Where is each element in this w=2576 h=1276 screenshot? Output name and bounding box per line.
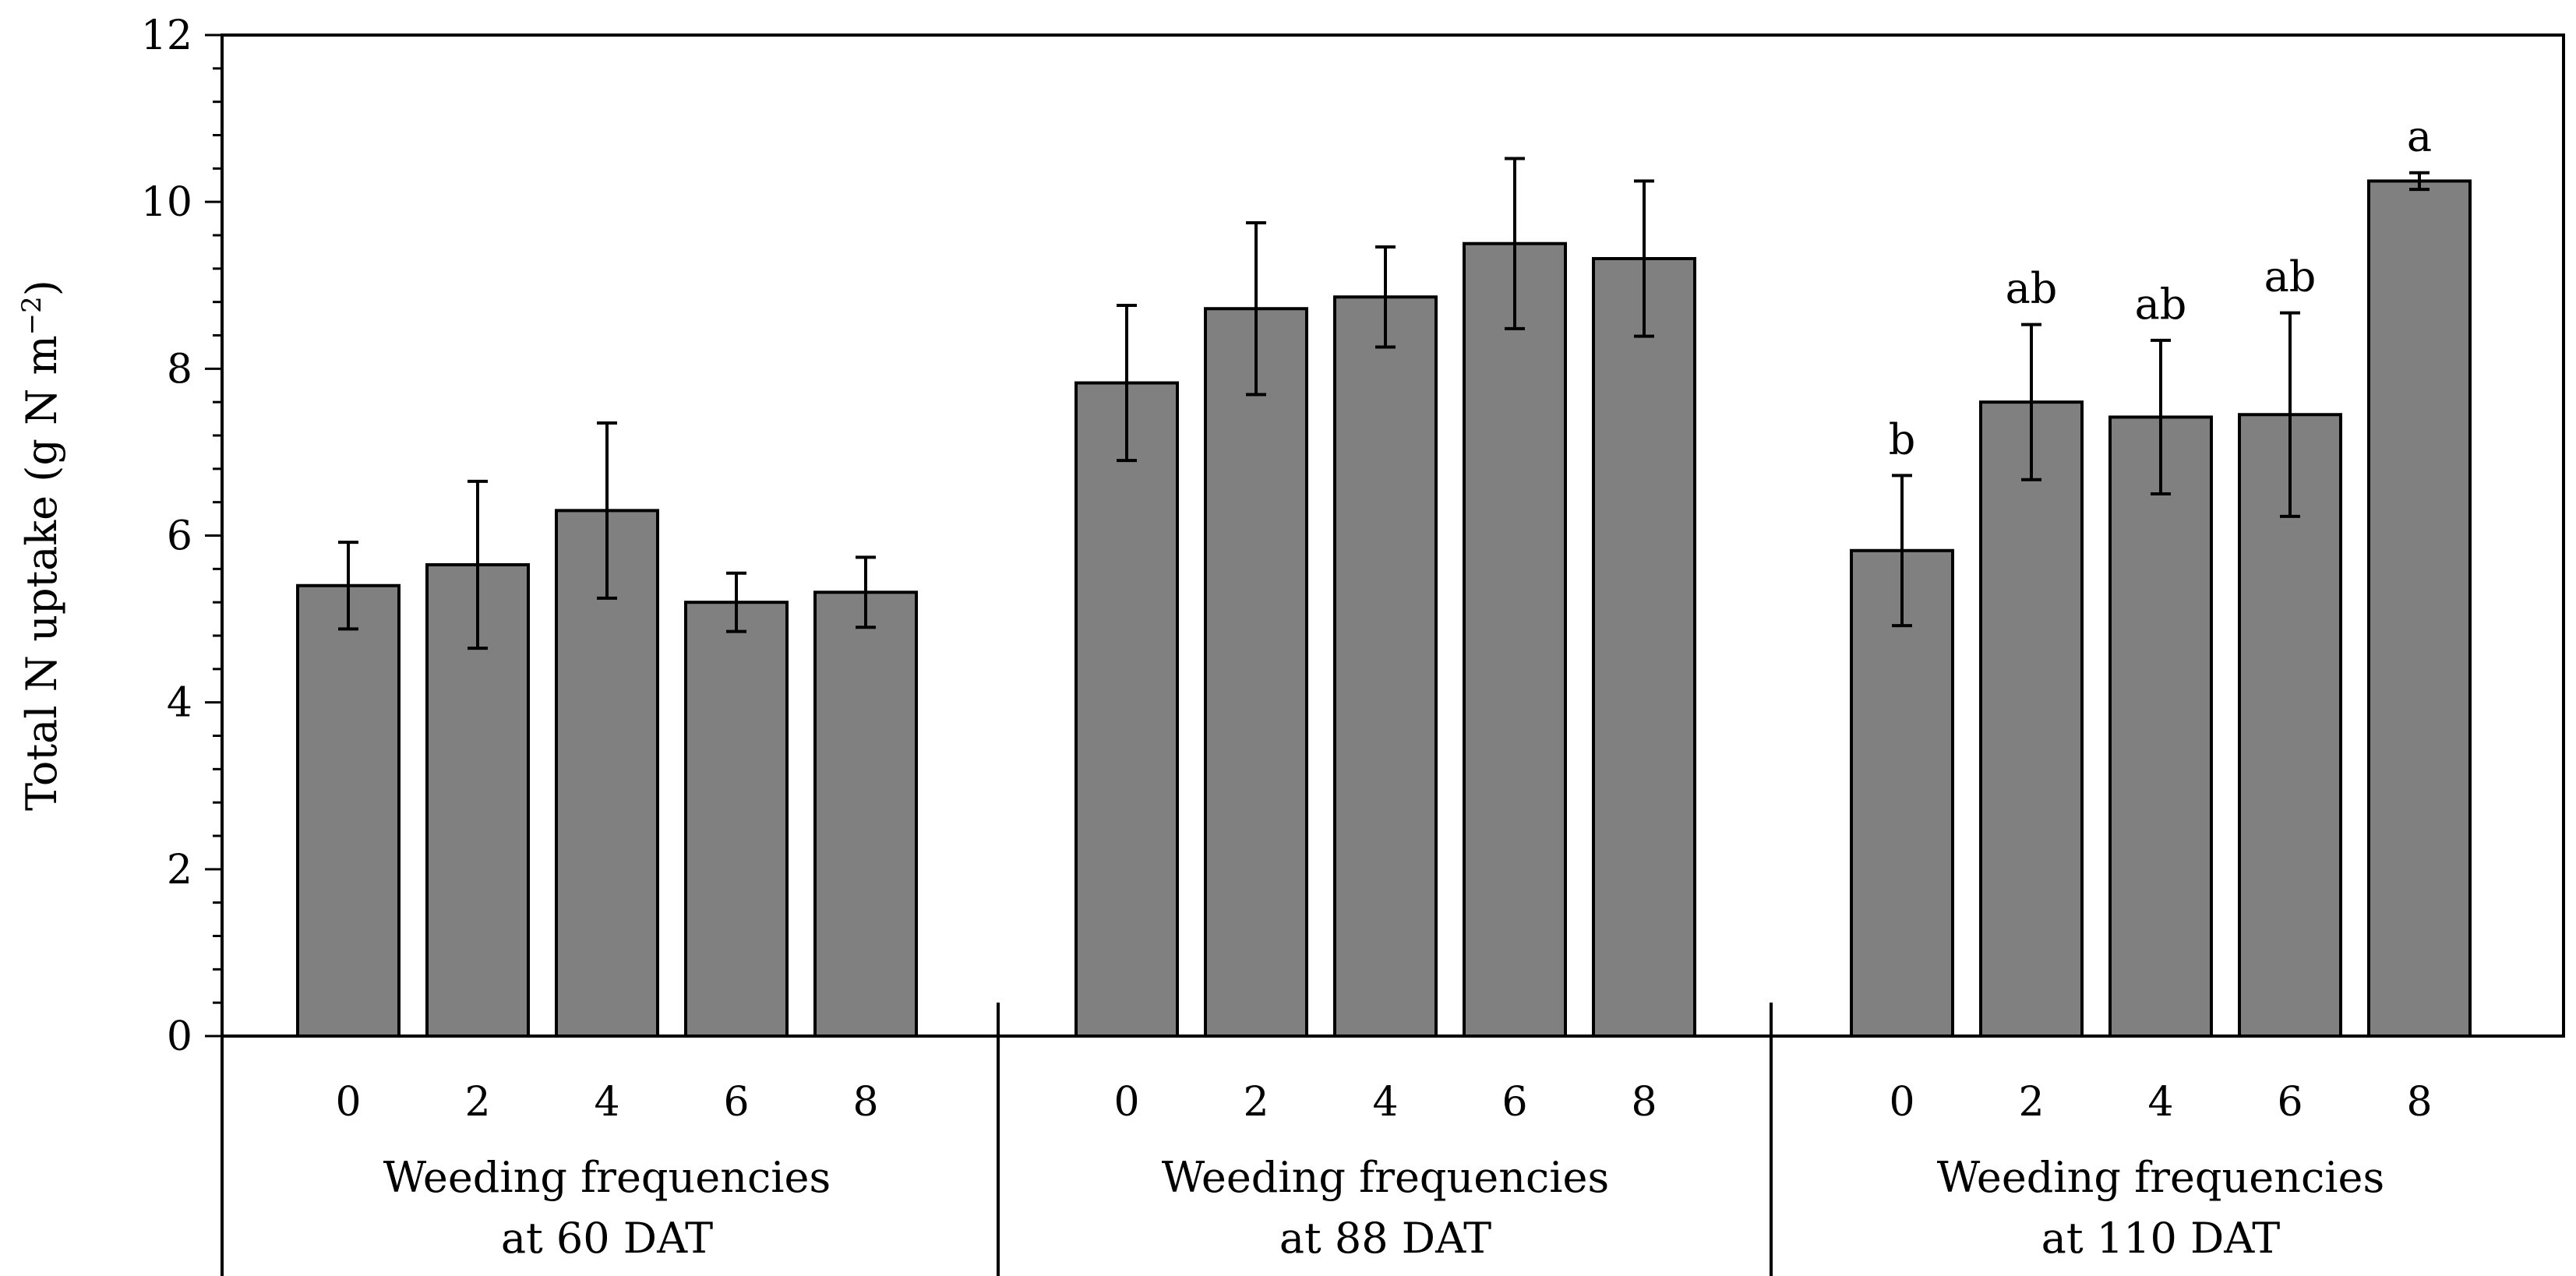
bar [813, 590, 918, 1038]
error-bars-layer [338, 157, 2430, 650]
bar [2108, 415, 2213, 1038]
bar [2367, 179, 2472, 1038]
x-tick-label: 0 [1889, 1079, 1914, 1126]
x-tick-label: 0 [335, 1079, 361, 1126]
bar [1075, 381, 1179, 1038]
group-label-line1: Weeding frequencies [383, 1153, 831, 1202]
group-label-line2: at 60 DAT [501, 1214, 713, 1263]
bar [684, 601, 789, 1038]
y-tick-label: 2 [167, 847, 192, 894]
x-tick-label: 2 [1243, 1079, 1269, 1126]
x-tick-label: 6 [2277, 1079, 2303, 1126]
x-tick-label: 4 [594, 1079, 619, 1126]
y-axis-title: Total N uptake (g N m−2) [16, 280, 66, 811]
y-tick-label: 0 [167, 1013, 192, 1060]
significance-letter: a [2407, 112, 2432, 161]
x-tick-label: 4 [2147, 1079, 2173, 1126]
x-tick-label: 8 [1631, 1079, 1657, 1126]
group-label-line1: Weeding frequencies [1937, 1153, 2384, 1202]
group-label-line1: Weeding frequencies [1162, 1153, 1609, 1202]
significance-letter: ab [2135, 280, 2187, 329]
significance-letter: b [1889, 414, 1916, 464]
x-tick-label: 0 [1113, 1079, 1139, 1126]
y-tick-label: 8 [167, 346, 192, 393]
bar [296, 583, 401, 1038]
bar [2238, 413, 2342, 1038]
significance-letter: ab [2006, 264, 2058, 313]
bar [1592, 256, 1696, 1038]
group-label-line2: at 88 DAT [1279, 1214, 1491, 1263]
y-tick-label: 6 [167, 513, 192, 560]
y-tick-label: 4 [167, 680, 192, 727]
x-tick-label: 2 [2018, 1079, 2044, 1126]
bar [1979, 400, 2084, 1038]
bar [1850, 548, 1954, 1038]
x-tick-label: 2 [464, 1079, 490, 1126]
x-tick-label: 4 [1372, 1079, 1398, 1126]
group-label-line2: at 110 DAT [2041, 1214, 2281, 1263]
bar [1463, 241, 1567, 1038]
y-tick-label: 10 [141, 179, 192, 226]
bar [1204, 307, 1308, 1038]
x-tick-label: 8 [2406, 1079, 2432, 1126]
x-tick-label: 8 [852, 1079, 878, 1126]
significance-letter: ab [2264, 252, 2317, 301]
x-tick-label: 6 [723, 1079, 749, 1126]
bars-layer [296, 179, 2472, 1038]
bar [1333, 295, 1438, 1038]
labels-layer: 0 2 4 6 8 10 12 0 2 4 6 8 Weeding frequencies at 60 D… [141, 12, 2433, 1263]
x-tick-label: 6 [1501, 1079, 1527, 1126]
y-tick-label: 12 [141, 12, 192, 59]
